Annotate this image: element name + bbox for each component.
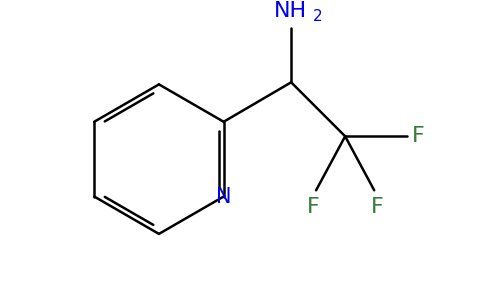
Text: F: F [306,196,319,217]
Text: 2: 2 [313,9,323,24]
Text: NH: NH [273,1,307,21]
Text: F: F [371,196,384,217]
Text: N: N [216,187,231,206]
Text: F: F [411,126,424,146]
